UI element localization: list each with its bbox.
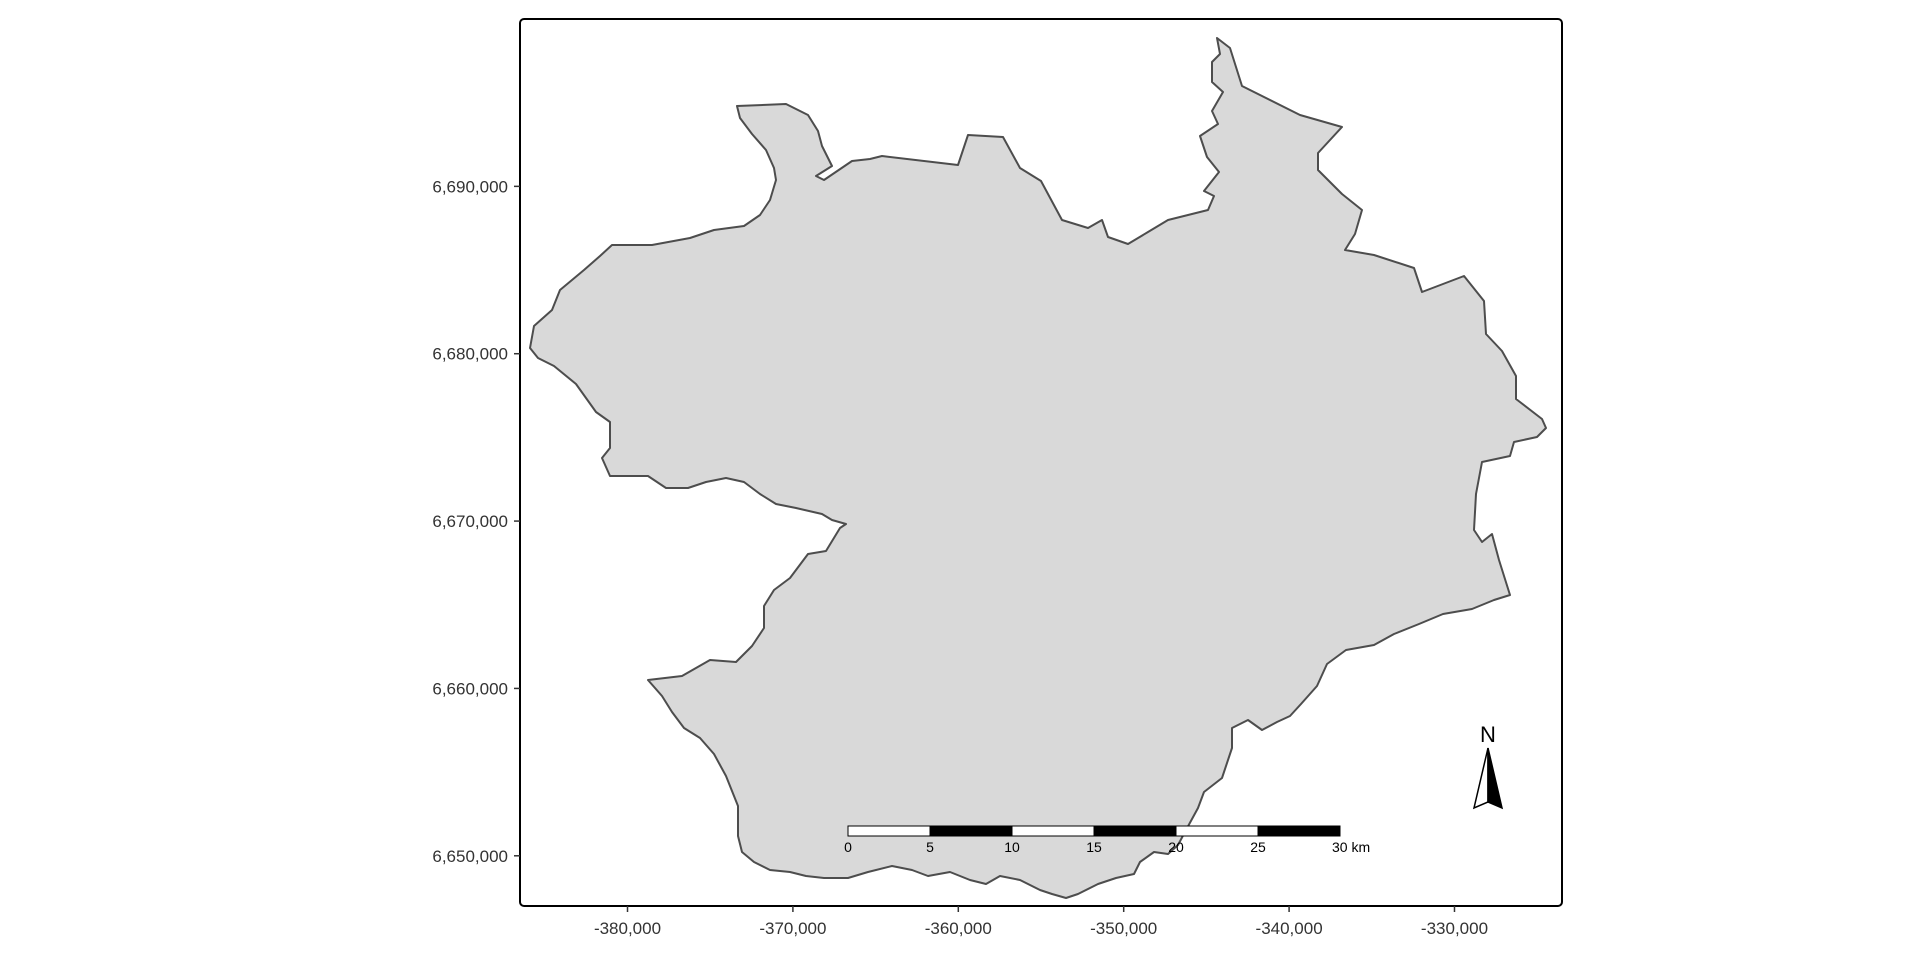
scale-bar-label: 0 [844, 839, 852, 855]
scale-bar-segment [1257, 825, 1341, 837]
scale-bar-label: 10 [1004, 839, 1020, 855]
scale-bar: 0 5 10 15 20 25 30 km [844, 825, 1370, 855]
x-tick-label: -360,000 [925, 919, 992, 938]
north-arrow-right-half [1487, 747, 1504, 810]
y-tick-label: 6,690,000 [432, 177, 508, 196]
y-tick-label: 6,670,000 [432, 512, 508, 531]
north-arrow-label: N [1480, 722, 1496, 747]
x-axis: -380,000 -370,000 -360,000 -350,000 -340,000… [594, 906, 1488, 938]
y-axis: 6,690,000 6,680,000 6,670,000 6,660,000 6,65… [432, 177, 520, 866]
region-polygon [529, 37, 1547, 899]
y-tick-label: 6,650,000 [432, 847, 508, 866]
scale-bar-label: 20 [1168, 839, 1184, 855]
north-arrow: N [1472, 722, 1504, 810]
scale-bar-label: 15 [1086, 839, 1102, 855]
scale-bar-label: 5 [926, 839, 934, 855]
x-tick-label: -370,000 [759, 919, 826, 938]
scale-bar-segment [929, 825, 1013, 837]
scale-bar-segment [847, 825, 931, 837]
x-tick-label: -330,000 [1421, 919, 1488, 938]
y-tick-label: 6,660,000 [432, 679, 508, 698]
scale-bar-label: 25 [1250, 839, 1266, 855]
x-tick-label: -340,000 [1256, 919, 1323, 938]
scale-bar-segment [1175, 825, 1259, 837]
scale-bar-segment [1093, 825, 1177, 837]
scale-bar-segment [1011, 825, 1095, 837]
y-tick-label: 6,680,000 [432, 345, 508, 364]
x-tick-label: -380,000 [594, 919, 661, 938]
scale-bar-label: 30 km [1332, 839, 1370, 855]
x-tick-label: -350,000 [1090, 919, 1157, 938]
